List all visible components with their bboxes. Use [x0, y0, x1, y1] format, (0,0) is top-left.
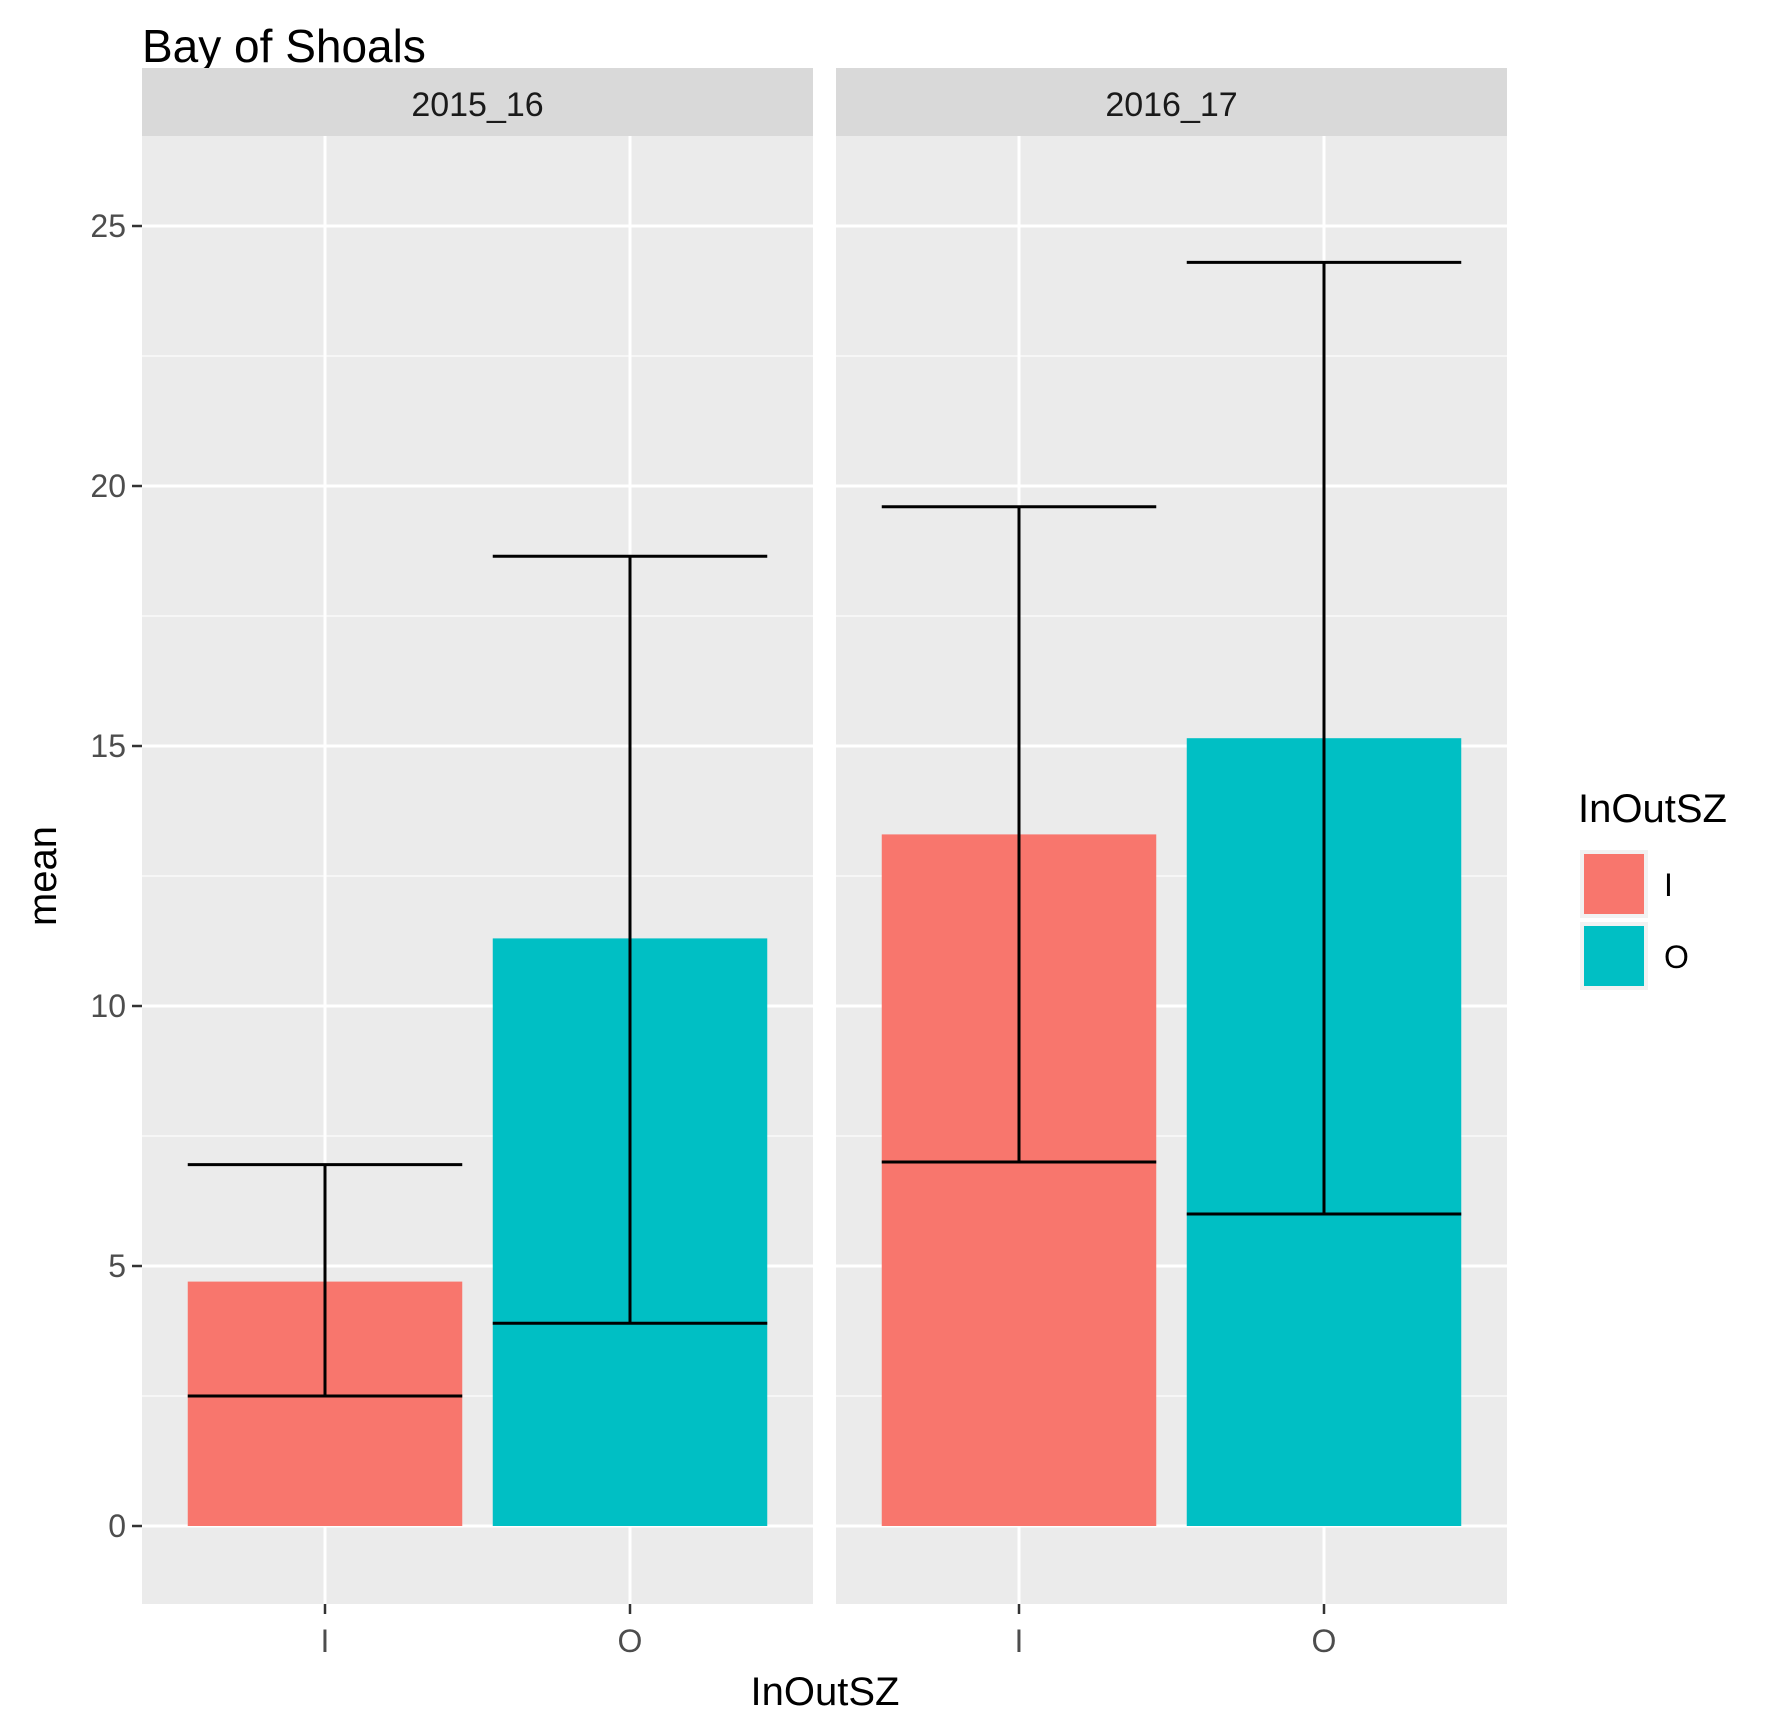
- facet-panels: 2015_16 2016_17: [142, 68, 1507, 1604]
- x-tick-label: O: [618, 1623, 643, 1659]
- x-tick-label: I: [1015, 1623, 1024, 1659]
- legend-label: O: [1664, 939, 1689, 975]
- y-tick-label: 25: [90, 208, 126, 244]
- legend-key: [1584, 854, 1644, 914]
- y-tick-label: 5: [108, 1248, 126, 1284]
- facet-strip-label: 2015_16: [411, 86, 543, 124]
- y-tick-label: 10: [90, 988, 126, 1024]
- facet-strip: [142, 68, 813, 136]
- facet-panel: 2015_16: [142, 68, 813, 1604]
- error-bar: [881, 505, 1157, 1164]
- y-tick-label: 0: [108, 1508, 126, 1544]
- y-axis-title: mean: [21, 826, 65, 926]
- facet-strip-label: 2016_17: [1105, 86, 1237, 124]
- x-axis-title: InOutSZ: [751, 1670, 900, 1714]
- legend-label: I: [1664, 867, 1673, 903]
- error-bar: [187, 1163, 463, 1398]
- x-tick-label: I: [321, 1623, 330, 1659]
- facet-strip: [836, 68, 1507, 136]
- error-bar: [1186, 260, 1462, 1216]
- legend-key: [1584, 926, 1644, 986]
- y-axis: 0 5 10 15 20 25: [90, 208, 142, 1544]
- legend-title: InOutSZ: [1578, 787, 1727, 831]
- x-tick-label: O: [1312, 1623, 1337, 1659]
- y-tick-label: 20: [90, 468, 126, 504]
- error-bar: [492, 554, 768, 1325]
- y-tick-label: 15: [90, 728, 126, 764]
- facet-panel: 2016_17: [836, 68, 1507, 1604]
- chart-title: Bay of Shoals: [142, 20, 426, 72]
- legend: InOutSZ IO: [1578, 787, 1727, 990]
